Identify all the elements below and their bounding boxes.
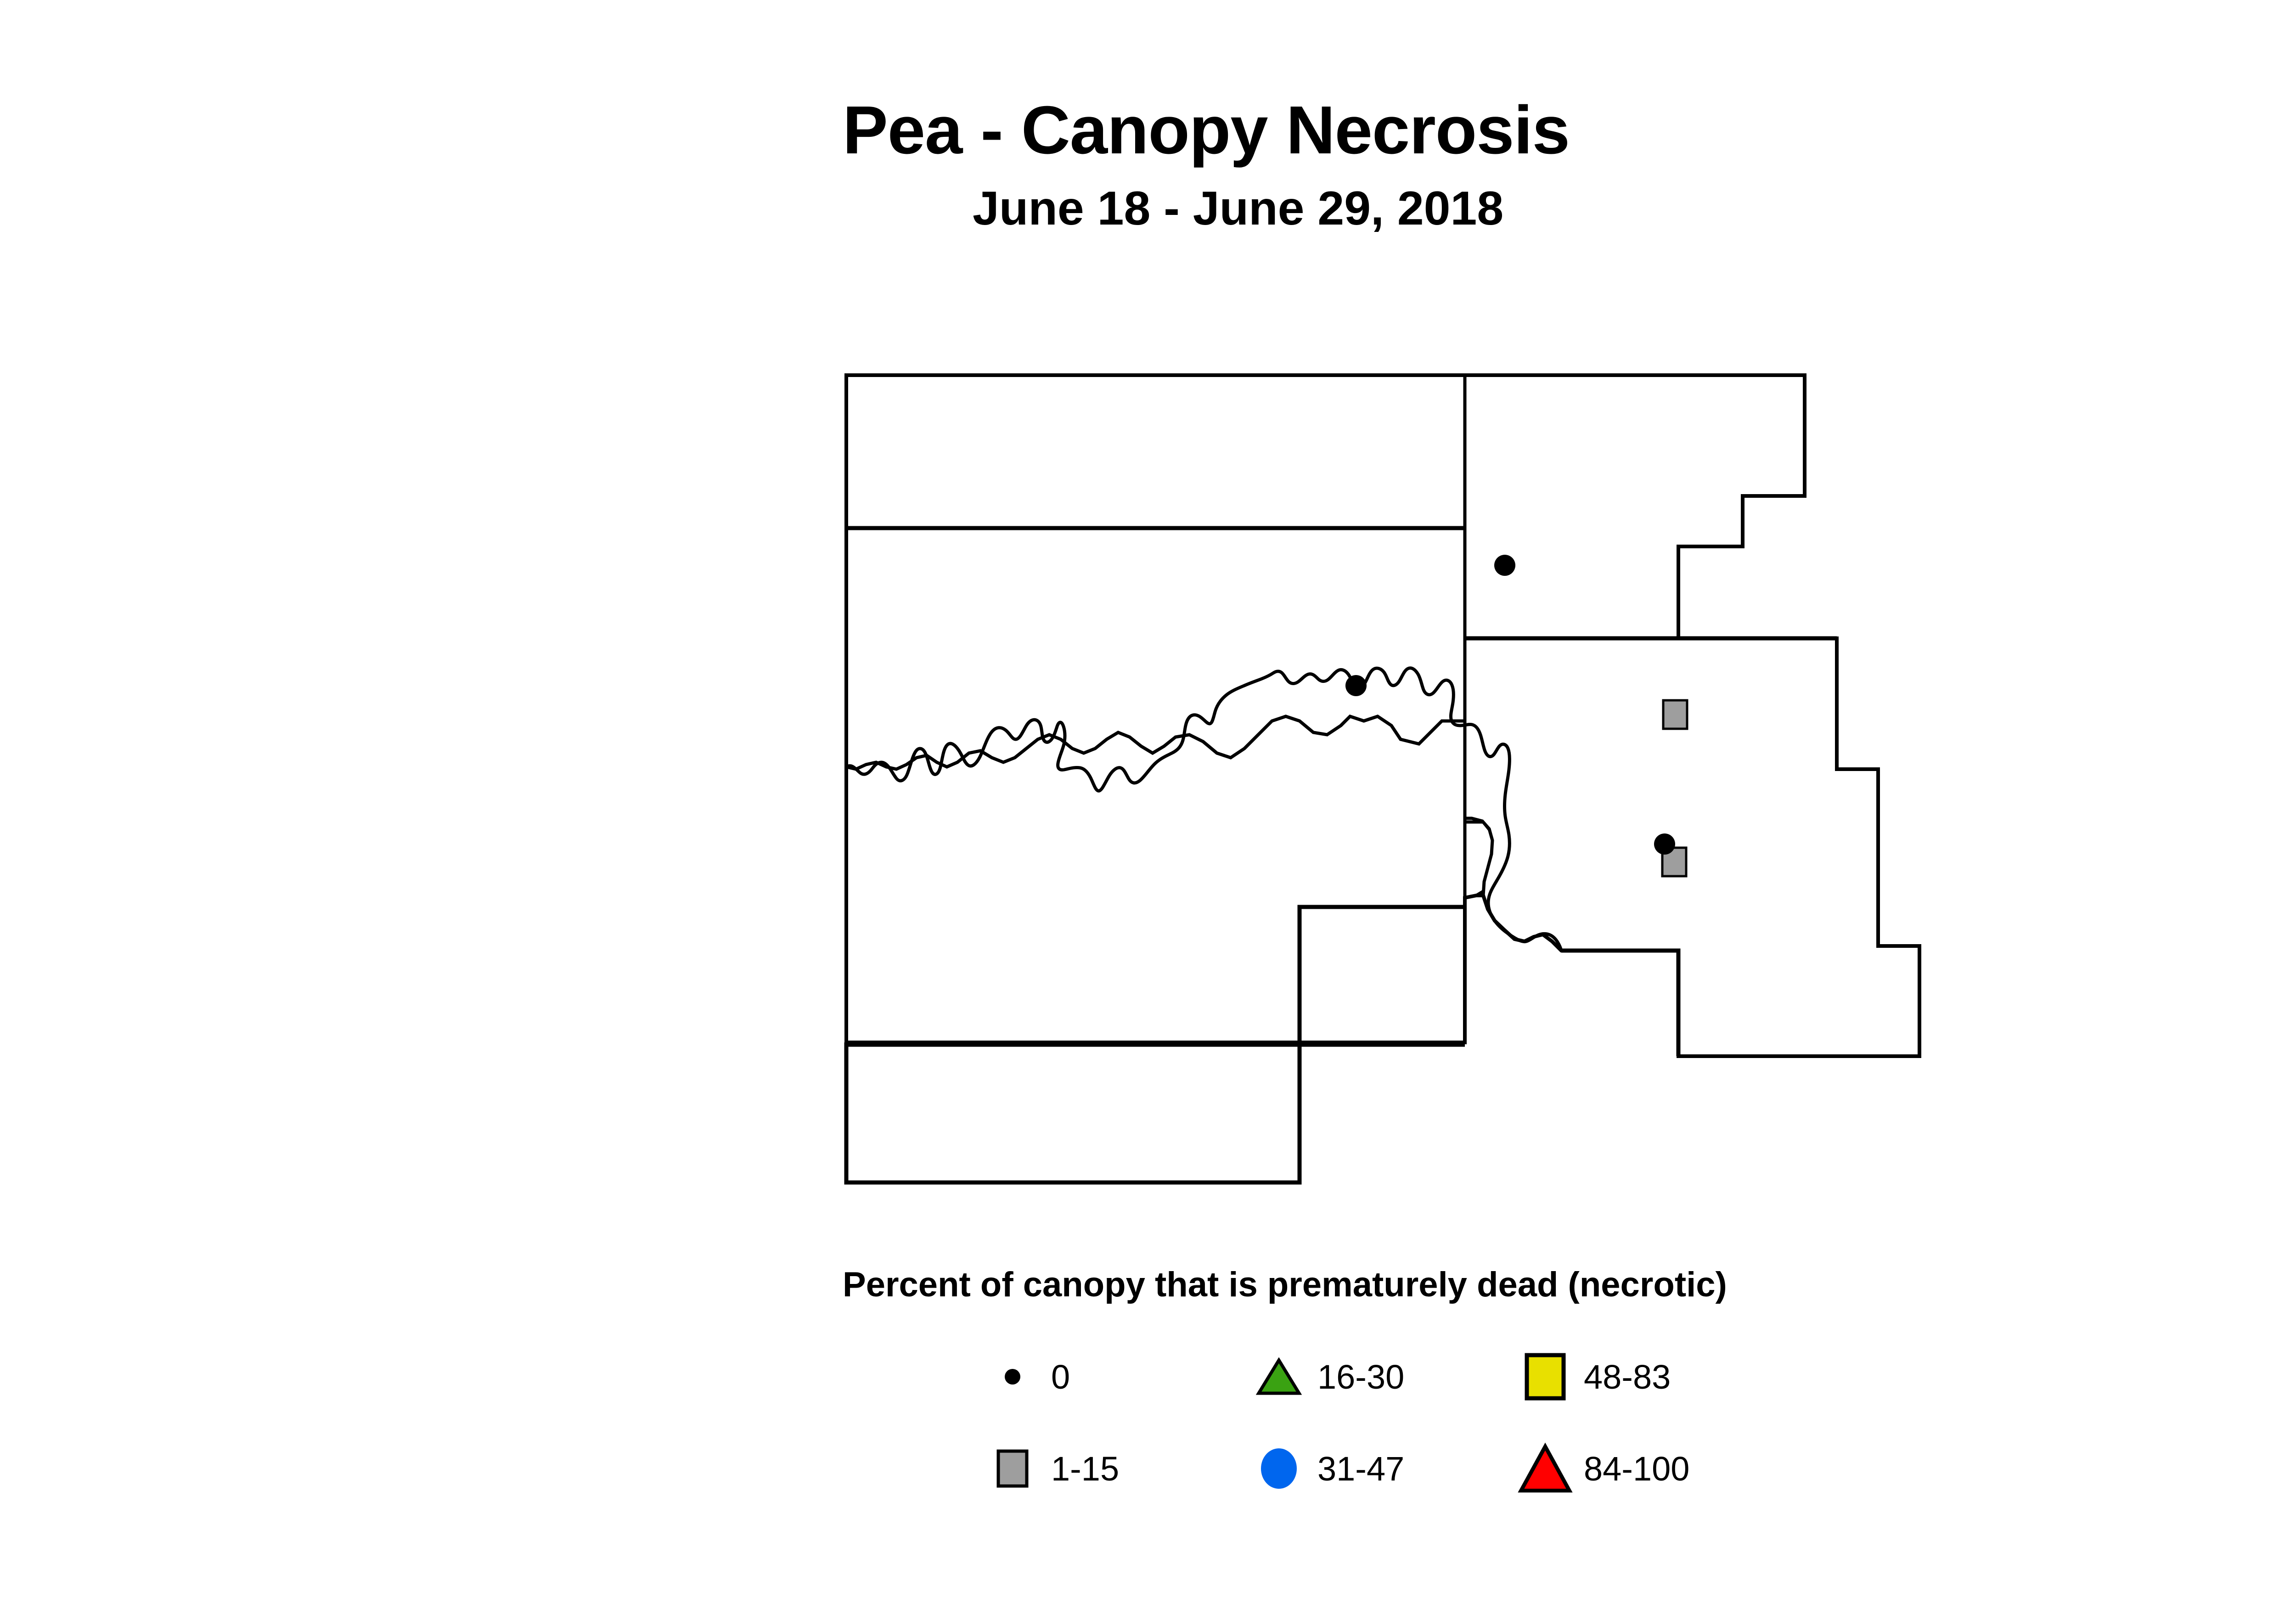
legend-swatch-dot — [985, 1369, 1040, 1385]
square-yellow-icon — [1525, 1353, 1566, 1401]
legend-label-16-30: 16-30 — [1317, 1357, 1405, 1396]
page-title: Pea - Canopy Necrosis — [843, 92, 1570, 168]
county-map-svg[interactable] — [827, 354, 1975, 1217]
legend-item-1-15[interactable]: 1-15 — [985, 1423, 1251, 1514]
legend: Percent of canopy that is prematurely de… — [843, 1267, 2220, 1514]
square-gray-icon — [996, 1449, 1029, 1488]
county-divider-south-bottom — [846, 1042, 1302, 1185]
county-boundary-s — [844, 1042, 1465, 1185]
legend-item-0[interactable]: 0 — [985, 1331, 1251, 1423]
legend-grid: 0 16-30 48-83 — [843, 1331, 2220, 1514]
dot-icon — [1005, 1369, 1020, 1385]
map-marker-square-1[interactable] — [1662, 699, 1688, 730]
legend-swatch-red-triangle — [1518, 1441, 1573, 1496]
legend-item-84-100[interactable]: 84-100 — [1518, 1423, 1784, 1514]
county-boundary-sw — [844, 714, 1503, 1044]
triangle-red-icon — [1518, 1442, 1573, 1493]
county-divider-south-step2 — [1297, 905, 1465, 1045]
legend-swatch-green-triangle — [1251, 1357, 1306, 1396]
triangle-green-icon — [1256, 1357, 1302, 1395]
legend-swatch-gray-square — [985, 1449, 1040, 1488]
map-container[interactable] — [827, 354, 1975, 1217]
map-marker-dot-3[interactable] — [1654, 833, 1675, 855]
county-boundary-nw — [844, 373, 1467, 530]
legend-label-0: 0 — [1051, 1357, 1070, 1396]
legend-label-84-100: 84-100 — [1584, 1449, 1690, 1488]
date-range-subtitle: June 18 - June 29, 2018 — [973, 182, 1504, 235]
legend-label-31-47: 31-47 — [1317, 1449, 1405, 1488]
legend-item-16-30[interactable]: 16-30 — [1251, 1331, 1518, 1423]
map-marker-dot-1[interactable] — [1494, 555, 1515, 576]
legend-label-48-83: 48-83 — [1584, 1357, 1671, 1396]
legend-title: Percent of canopy that is prematurely de… — [843, 1265, 1727, 1304]
river-boundary — [845, 666, 1563, 951]
county-boundary-e — [1463, 636, 1921, 1058]
legend-item-48-83[interactable]: 48-83 — [1518, 1331, 1784, 1423]
legend-swatch-blue-circle — [1251, 1447, 1306, 1490]
county-divider-south-step — [1561, 948, 1681, 1056]
map-marker-square-2[interactable] — [1661, 846, 1688, 878]
legend-swatch-yellow-square — [1518, 1352, 1573, 1401]
legend-label-1-15: 1-15 — [1051, 1449, 1120, 1488]
title-block: Pea - Canopy Necrosis June 18 - June 29,… — [0, 92, 2296, 235]
legend-item-31-47[interactable]: 31-47 — [1251, 1423, 1518, 1514]
circle-blue-icon — [1261, 1448, 1297, 1489]
map-marker-dot-2[interactable] — [1345, 675, 1367, 696]
county-boundary-n — [1463, 373, 1806, 640]
